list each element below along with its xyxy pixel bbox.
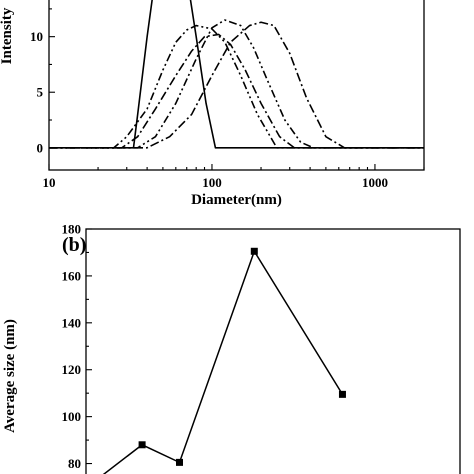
panel-a-plot-frame: [48, 0, 425, 171]
panel-b-y-tick-label: 180: [62, 222, 82, 237]
panel-b-plot-frame: [85, 228, 461, 474]
panel-b-data-point: [138, 441, 146, 449]
panel-a-y-tick-label: 5: [37, 85, 44, 100]
panel-b-y-tick-label: 80: [68, 456, 81, 471]
panel-a-x-ticks: 10 100 1000: [43, 164, 425, 190]
panel-a-y-ticks: 051015: [30, 8, 55, 155]
panel-a-series-group: [49, 0, 424, 149]
panel-a-series-line-3: [49, 33, 424, 149]
panel-b-y-tick-label: 120: [62, 362, 82, 377]
panel-b-data-point: [176, 458, 183, 466]
panel-a-x-axis-title: Diameter(nm): [191, 192, 282, 208]
panel-a-x-tick-label: 10: [43, 175, 56, 190]
panel-b-y-ticks: 80 100 120 140 160 180: [62, 222, 92, 471]
panel-a-series-line-4: [49, 19, 424, 149]
panel-a-series-line-2: [49, 24, 424, 149]
panel-b-data-point: [250, 247, 258, 255]
panel-a-x-tick-label: 100: [202, 175, 222, 190]
panel-a-x-tick-label: 1000: [362, 175, 388, 190]
panel-b-tag: (b): [62, 234, 86, 256]
panel-b-series-group: [102, 247, 346, 474]
panel-a-series-line-1: [49, 0, 424, 149]
panel-a-y-axis-title: Intensity: [0, 7, 15, 64]
panel-b-data-point: [338, 390, 346, 398]
panel-b-y-tick-label: 140: [62, 315, 82, 330]
panel-b-chart: Average size (nm) 80 100 120 140 160 180 (b): [2, 222, 461, 474]
panel-b-y-axis-title: Average size (nm): [2, 319, 18, 433]
panel-b-y-tick-label: 100: [62, 409, 82, 424]
panel-a-series-line-5: [49, 21, 424, 149]
panel-b-y-tick-label: 160: [62, 268, 82, 283]
panel-a-y-tick-label: 0: [37, 140, 44, 155]
panel-a-y-tick-label: 10: [30, 29, 43, 44]
